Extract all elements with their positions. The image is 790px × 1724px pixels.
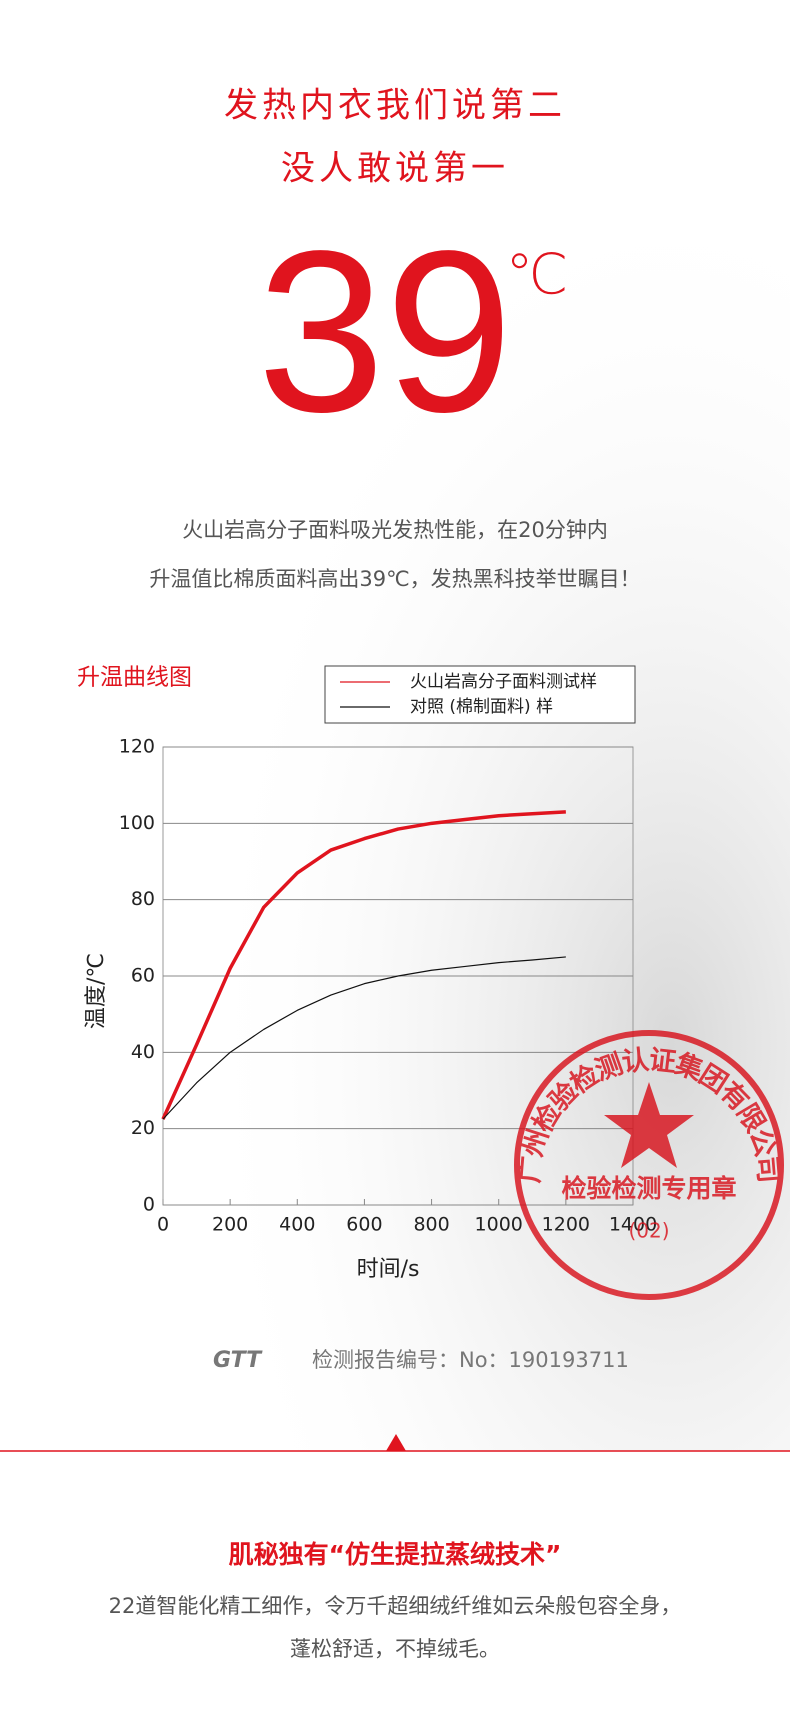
feature-line: 蓬松舒适，不掉绒毛。 bbox=[290, 1637, 500, 1661]
x-tick-label: 200 bbox=[212, 1214, 248, 1236]
chart-title: 升温曲线图 bbox=[77, 665, 192, 691]
description-line: 升温值比棉质面料高出39℃，发热黑科技举世瞩目！ bbox=[149, 567, 640, 591]
legend-label: 火山岩高分子面料测试样 bbox=[410, 672, 597, 692]
big-unit: ℃ bbox=[506, 242, 569, 307]
data-line bbox=[161, 810, 566, 1120]
data-line bbox=[162, 956, 566, 1120]
x-tick-label: 400 bbox=[279, 1214, 315, 1236]
report-logo: GTT bbox=[213, 1348, 263, 1373]
x-tick-label: 600 bbox=[346, 1214, 382, 1236]
legend-label: 对照 (棉制面料) 样 bbox=[410, 697, 553, 717]
y-tick-label: 120 bbox=[119, 736, 155, 758]
stamp-ring bbox=[514, 1030, 784, 1300]
y-tick-label: 0 bbox=[143, 1194, 155, 1216]
title-line: 没人敢说第一 bbox=[281, 149, 509, 189]
title-line: 发热内衣我们说第二 bbox=[224, 86, 566, 126]
y-axis-label: 温度/℃ bbox=[84, 953, 109, 1029]
stamp-center-text: 检验检测专用章 bbox=[561, 1174, 736, 1203]
x-tick-label: 1000 bbox=[475, 1214, 523, 1236]
x-tick-label: 1400 bbox=[609, 1214, 657, 1236]
y-tick-label: 20 bbox=[131, 1117, 155, 1139]
description-line: 火山岩高分子面料吸光发热性能，在20分钟内 bbox=[182, 518, 608, 542]
background-texture bbox=[0, 0, 790, 1451]
legend-box bbox=[324, 665, 636, 724]
stamp-code: (02) bbox=[628, 1219, 669, 1243]
big-number: 39 bbox=[257, 203, 513, 460]
x-tick-label: 0 bbox=[157, 1214, 169, 1236]
feature-line: 22道智能化精工细作，令万千超细绒纤维如云朵般包容全身， bbox=[109, 1594, 682, 1618]
x-axis-label: 时间/s bbox=[357, 1257, 420, 1282]
feature-title: 肌秘独有“仿生提拉蒸绒技术” bbox=[229, 1540, 562, 1569]
divider-marker bbox=[386, 1434, 406, 1451]
y-tick-label: 60 bbox=[131, 965, 155, 987]
report-number: 检测报告编号：No：190193711 bbox=[312, 1348, 629, 1372]
x-tick-label: 1200 bbox=[542, 1214, 590, 1236]
stamp-star bbox=[604, 1082, 694, 1168]
x-tick-label: 800 bbox=[413, 1214, 449, 1236]
y-tick-label: 80 bbox=[131, 888, 155, 910]
y-tick-label: 100 bbox=[119, 812, 155, 834]
y-tick-label: 40 bbox=[131, 1041, 155, 1063]
